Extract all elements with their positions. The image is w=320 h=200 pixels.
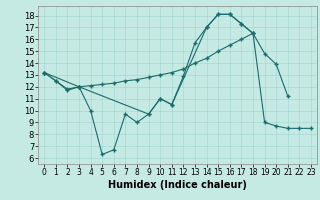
X-axis label: Humidex (Indice chaleur): Humidex (Indice chaleur) (108, 180, 247, 190)
